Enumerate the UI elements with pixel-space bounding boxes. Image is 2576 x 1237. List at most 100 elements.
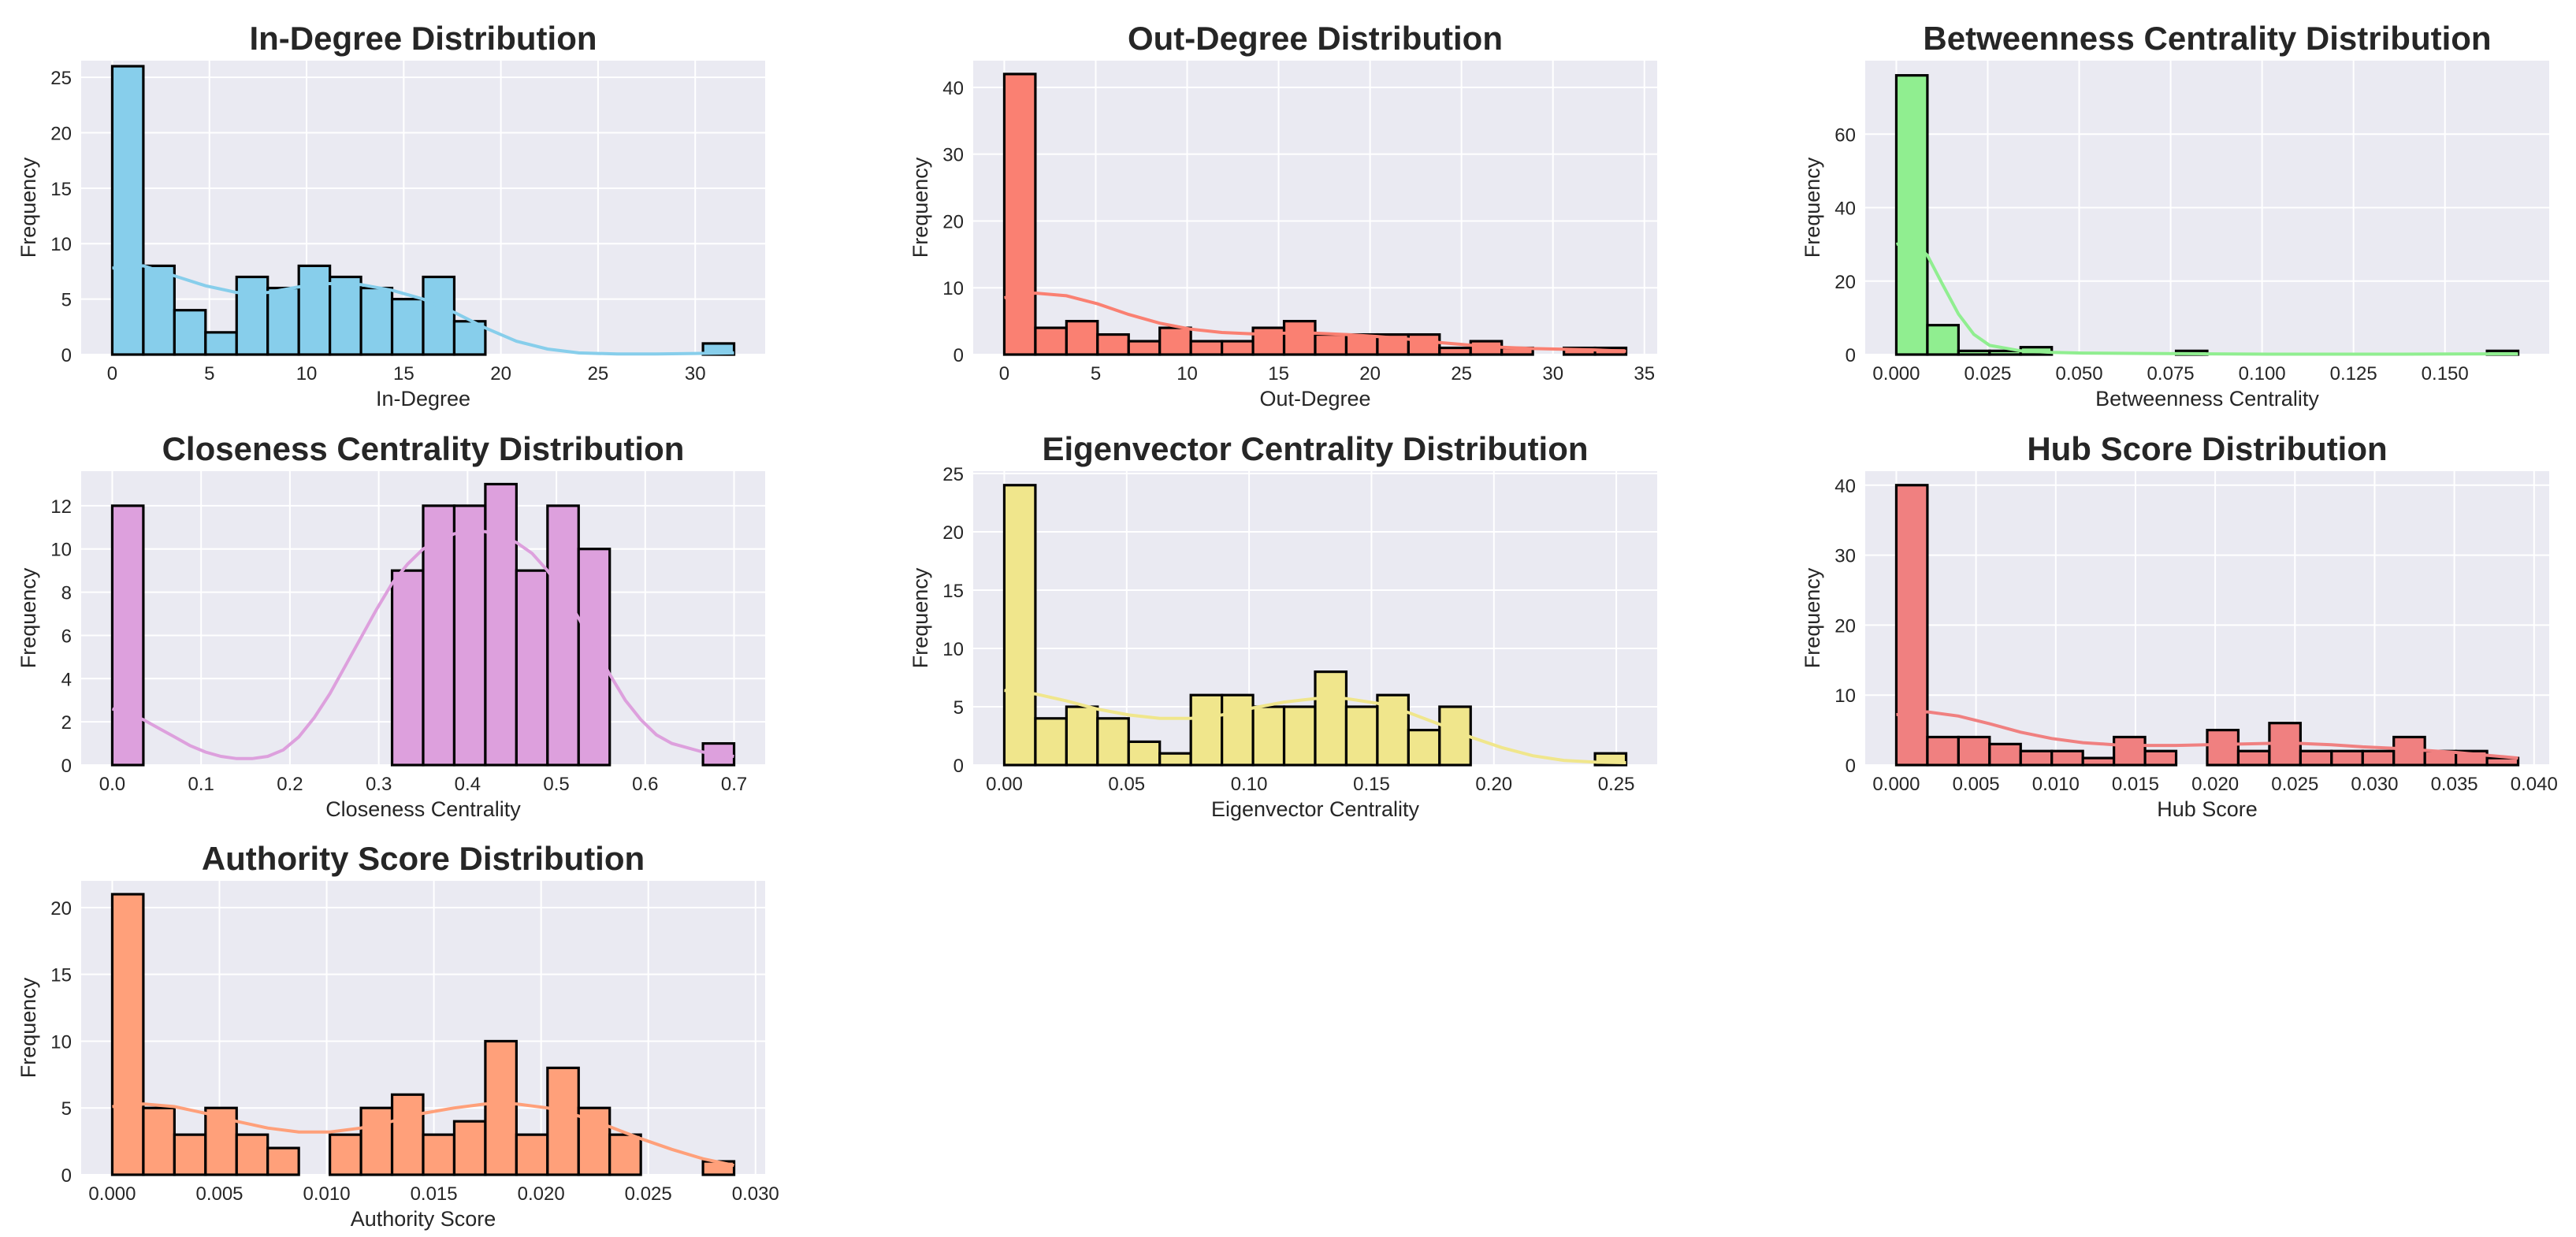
histogram-bar <box>110 504 145 767</box>
chart-title: Authority Score Distribution <box>202 840 645 877</box>
y-tick-label: 20 <box>1834 272 1856 293</box>
x-tick-label: 0.000 <box>1872 363 1920 384</box>
x-tick-label: 0.025 <box>625 1183 672 1205</box>
x-tick-label: 0.020 <box>518 1183 565 1205</box>
histogram-bar <box>2361 749 2396 767</box>
x-tick-label: 25 <box>588 363 609 384</box>
histogram-bar <box>1189 340 1224 356</box>
x-tick-label: 0.1 <box>188 774 214 795</box>
kde-curve <box>111 529 734 760</box>
plot-area <box>973 61 1657 355</box>
chart-panel-2: 0 5 10 15 20 25 30 35 0 10 20 30 40 Out-Degree Frequen… <box>909 20 1657 410</box>
x-tick-label: 0.035 <box>2431 774 2478 795</box>
chart-title: Eigenvector Centrality Distribution <box>1042 430 1588 467</box>
histogram-bar <box>1221 340 1255 356</box>
x-tick-label: 0.05 <box>1108 774 1145 795</box>
y-axis-label: Frequency <box>17 567 40 668</box>
histogram-bar <box>2081 756 2116 767</box>
y-tick-label: 40 <box>942 78 964 99</box>
histogram-bar <box>546 1066 580 1176</box>
histogram-bar <box>390 298 425 356</box>
histogram-bar <box>1158 752 1192 767</box>
histogram-bar <box>1127 740 1162 767</box>
histogram-bar <box>1096 717 1130 767</box>
y-tick-label: 15 <box>50 179 72 200</box>
x-tick-label: 0.010 <box>303 1183 351 1205</box>
plot-area <box>1865 471 2549 765</box>
histogram-bar <box>1407 728 1441 767</box>
x-tick-label: 0.005 <box>1953 774 2000 795</box>
histogram-bar <box>266 286 300 356</box>
x-tick-label: 0.5 <box>543 774 569 795</box>
x-tick-label: 0.025 <box>1964 363 2011 384</box>
histogram-bar <box>1957 735 1991 767</box>
histogram-bar <box>608 1133 642 1176</box>
histogram-bar <box>2019 749 2054 767</box>
histogram-bar <box>204 331 238 356</box>
x-tick-label: 20 <box>1359 363 1381 384</box>
y-tick-label: 25 <box>942 464 964 485</box>
x-axis-label: In-Degree <box>376 387 470 410</box>
histogram-bar <box>235 275 269 356</box>
y-tick-label: 20 <box>942 522 964 544</box>
x-tick-label: 35 <box>1634 363 1655 384</box>
histogram-bar <box>359 286 394 356</box>
x-tick-label: 0.010 <box>2032 774 2080 795</box>
histogram-bar <box>297 264 332 356</box>
x-tick-label: 0 <box>999 363 1009 384</box>
y-tick-label: 10 <box>50 1031 72 1053</box>
x-tick-label: 5 <box>204 363 214 384</box>
chart-title: Betweenness Centrality Distribution <box>1923 20 2491 57</box>
histogram-bar <box>2113 735 2147 767</box>
x-axis-label: Eigenvector Centrality <box>1211 797 1420 821</box>
kde-curve <box>112 1102 734 1168</box>
x-tick-label: 0.040 <box>2511 774 2558 795</box>
chart-panel-5: 0.00 0.05 0.10 0.15 0.20 0.25 0 5 10 15 20 25 Eigenv… <box>909 430 1657 821</box>
histogram-bar <box>1127 340 1162 356</box>
x-tick-label: 0.020 <box>2191 774 2239 795</box>
histogram-bar <box>452 1120 487 1176</box>
x-tick-label: 0.030 <box>732 1183 779 1205</box>
kde-curve <box>1004 689 1626 764</box>
x-tick-label: 15 <box>393 363 414 384</box>
y-tick-label: 2 <box>61 712 72 734</box>
histogram-bar <box>1926 735 1960 767</box>
histogram-bar <box>515 569 549 767</box>
histogram-bar <box>577 548 611 767</box>
histogram-bar <box>1344 705 1379 767</box>
y-axis-label: Frequency <box>17 977 40 1078</box>
kde-curve <box>1896 239 2518 356</box>
y-tick-label: 10 <box>50 234 72 255</box>
y-axis-label: Frequency <box>909 567 932 668</box>
histogram-bar <box>390 1093 425 1176</box>
x-tick-label: 0.4 <box>455 774 481 795</box>
kde-curve <box>1004 291 1626 353</box>
histogram-bar <box>235 1133 269 1176</box>
y-axis-label: Frequency <box>1801 567 1824 668</box>
chart-panel-4: 0.0 0.1 0.2 0.3 0.4 0.5 0.6 0.7 0 2 4 6 8 10 12 Closene… <box>17 430 765 821</box>
histogram-bar <box>422 1133 456 1176</box>
histogram-bar <box>452 504 487 767</box>
x-tick-label: 0.3 <box>366 774 392 795</box>
y-tick-label: 0 <box>61 756 72 777</box>
histogram-bar <box>1065 705 1099 767</box>
x-axis-label: Out-Degree <box>1259 387 1370 410</box>
y-axis-label: Frequency <box>909 157 932 258</box>
histogram-bar <box>1438 346 1472 356</box>
y-axis-label: Frequency <box>1801 157 1824 258</box>
histogram-bar <box>2143 749 2178 767</box>
histogram-bar <box>110 893 145 1176</box>
y-tick-label: 15 <box>942 581 964 602</box>
histogram-bar <box>1894 74 1929 356</box>
x-tick-label: 0.00 <box>986 774 1023 795</box>
y-tick-label: 40 <box>1834 199 1856 220</box>
x-tick-label: 0.005 <box>195 1183 243 1205</box>
y-tick-label: 0 <box>953 756 964 777</box>
histogram-bar <box>2236 749 2271 767</box>
y-tick-label: 0 <box>61 345 72 366</box>
y-tick-label: 0 <box>953 345 964 366</box>
x-tick-label: 0.7 <box>721 774 747 795</box>
x-tick-label: 0.075 <box>2147 363 2195 384</box>
kde-curve <box>1896 710 2518 760</box>
